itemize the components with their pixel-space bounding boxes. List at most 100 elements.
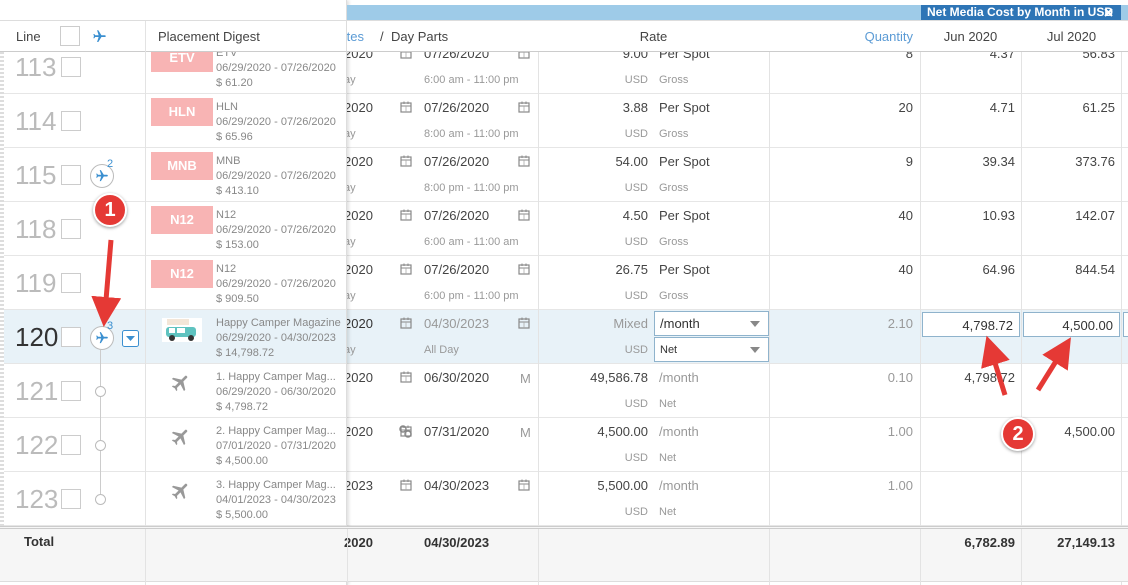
currency: USD [624,236,648,248]
checkbox[interactable] [61,327,81,347]
placement-name: 3. Happy Camper Mag... [216,479,336,491]
placement-cost: $ 153.00 [216,239,259,251]
rate: 3.88 [622,100,648,115]
tree-node [95,494,106,505]
jun-cost: 39.34 [982,154,1015,169]
calendar-icon[interactable] [518,263,530,275]
next-input[interactable] [1123,312,1128,337]
placement-dates: 06/29/2020 - 04/30/2023 [216,332,336,344]
calendar-icon[interactable] [518,101,530,113]
checkbox[interactable] [61,111,81,131]
column-line [145,21,146,53]
tree-node [95,386,106,397]
calendar-icon[interactable] [518,317,530,329]
placement-name: HLN [216,101,239,113]
month-flag: M [520,371,531,386]
rate-unit: /month [659,478,699,493]
header-month[interactable]: Jul 2020 [1046,29,1097,44]
quantity: 40 [898,262,913,277]
quantity: 9 [905,154,913,169]
quantity: 0.10 [887,370,913,385]
basis: Net [659,398,677,410]
jul-cost: 61.25 [1082,100,1115,115]
calendar-icon[interactable] [518,209,530,221]
rate-unit: Per Spot [659,100,710,115]
panel-row: 119 N12 N12 06/29/2020 - 07/26/2020 $ 909.50 [4,256,346,310]
calendar-icon[interactable] [400,209,412,221]
header-label: Placement Digest [158,29,260,44]
checkbox[interactable] [61,219,81,239]
quantity: 2.10 [887,316,913,331]
column-line [1021,20,1022,585]
start-date: 2020 [344,370,373,385]
line-number: 121 [15,376,59,406]
placement-cost: $ 14,798.72 [216,347,275,359]
jul-cost: 844.54 [1075,262,1115,277]
placement-name: N12 [216,209,237,221]
calendar-icon[interactable] [400,155,412,167]
placement-name: N12 [216,263,237,275]
end-date: 07/31/2020 [424,424,490,439]
jul-input[interactable]: 4,500.00 [1023,312,1120,337]
placement-cost: $ 5,500.00 [216,509,268,521]
column-line [538,529,539,585]
checkbox[interactable] [61,165,81,185]
plane-icon[interactable] [92,29,107,44]
checkbox[interactable] [61,489,81,509]
rate-unit: Per Spot [659,154,710,169]
basis: Gross [659,236,689,248]
calendar-icon[interactable] [400,479,412,491]
jun-input[interactable]: 4,798.72 [922,312,1020,337]
checkbox[interactable] [61,435,81,455]
placement-name: MNB [216,155,241,167]
placement-cost: $ 413.10 [216,185,259,197]
calendar-icon[interactable] [400,371,412,383]
header-month[interactable]: Jun 2020 [943,29,998,44]
channel-badge: N12 [151,206,213,234]
rate-unit-select[interactable]: /month [654,311,769,336]
end-date: 06/30/2020 [424,370,490,385]
placement-name: 2. Happy Camper Mag... [216,425,336,437]
calendar-icon[interactable] [518,479,530,491]
column-line [769,529,770,585]
header-label: Rate [639,29,668,44]
header-label: Line [16,29,41,44]
plane-toggle[interactable] [90,326,114,350]
basis: Net [659,506,677,518]
day-part: 8:00 pm - 11:00 pm [424,182,519,194]
channel-badge: MNB [151,152,213,180]
basis-select[interactable]: Net [654,337,769,362]
checkbox[interactable] [60,26,80,46]
rate: 54.00 [615,154,648,169]
basis: Net [659,452,677,464]
calendar-icon[interactable] [518,155,530,167]
plane-toggle[interactable] [90,164,114,188]
calendar-icon[interactable] [400,263,412,275]
plane-icon [171,483,188,500]
checkbox[interactable] [61,57,81,77]
start-date: 2020 [344,262,373,277]
checkbox[interactable] [61,273,81,293]
calendar-icon[interactable] [400,317,412,329]
expand-toggle[interactable] [122,330,139,347]
end-date: 07/26/2020 [424,154,490,169]
placement-dates: 06/29/2020 - 07/26/2020 [216,62,336,74]
rate: 4.50 [622,208,648,223]
close-icon[interactable] [1104,8,1113,17]
panel-row: 121 1. Happy Camper Mag... 06/29/2020 - 06… [4,364,346,418]
calendar-icon[interactable] [400,101,412,113]
header-label[interactable]: Quantity [864,29,913,44]
panel-row: 123 3. Happy Camper Mag... 04/01/2023 - 04… [4,472,346,526]
rate-unit: /month [659,370,699,385]
checkbox[interactable] [61,381,81,401]
currency: USD [624,74,648,86]
column-line [1121,20,1122,585]
placement-cost: $ 65.96 [216,131,253,143]
total-start: 2020 [344,535,373,550]
placement-dates: 06/29/2020 - 07/26/2020 [216,170,336,182]
column-line [920,529,921,585]
column-line [347,529,348,585]
start-date: 2020 [344,316,373,331]
panel-row: 122 2. Happy Camper Mag... 07/01/2020 - 07… [4,418,346,472]
